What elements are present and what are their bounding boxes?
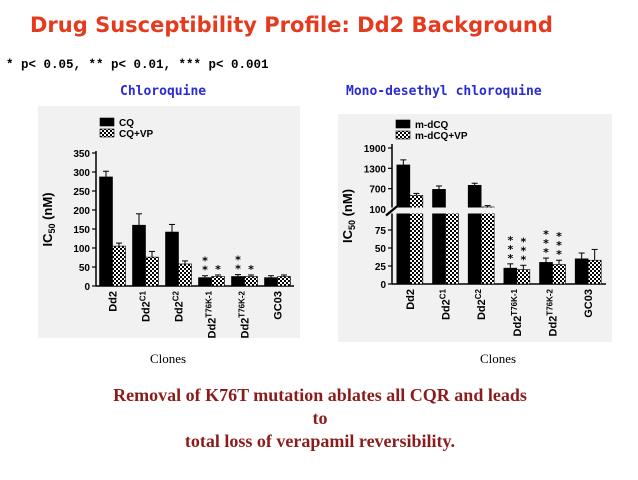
chloroquine-x-tick-label: GC03	[273, 291, 285, 320]
chloroquine-y-tick-label: 50	[79, 263, 91, 274]
slide-title: Drug Susceptibility Profile: Dd2 Backgro…	[30, 13, 553, 37]
chloroquine-significance-star: *	[202, 255, 208, 268]
chloroquine-bar	[165, 231, 179, 287]
chloroquine-bar	[198, 277, 212, 287]
mdcq-legend-swatch	[395, 130, 411, 140]
chloroquine-y-axis-label: IC50 (nM)	[40, 192, 57, 246]
mdcq-significance-star: *	[520, 244, 526, 257]
chloroquine-x-tick-label: Dd2T76K-1	[205, 290, 219, 338]
chloroquine-y-tick-label: 0	[84, 282, 90, 293]
mdcq-bar	[396, 164, 411, 285]
mdcq-y-tick-label: 700	[369, 185, 386, 196]
mdcq-significance-star: *	[543, 246, 549, 259]
mdcq-significance-star: *	[520, 235, 526, 248]
chloroquine-y-tick-label: 200	[73, 206, 90, 217]
mdcq-y-tick-label: 1300	[364, 164, 387, 175]
chloroquine-bar	[145, 256, 159, 287]
chloroquine-legend-label: CQ+VP	[119, 129, 154, 140]
conclusion-text: Removal of K76T mutation ablates all CQR…	[30, 384, 610, 453]
chloroquine-bar	[99, 176, 113, 287]
chloroquine-bar	[178, 263, 192, 287]
conclusion-line-1: Removal of K76T mutation ablates all CQR…	[113, 385, 527, 405]
chloroquine-significance-star: *	[215, 263, 221, 276]
mdcq-significance-star: *	[520, 253, 526, 266]
significance-note: * p< 0.05, ** p< 0.01, *** p< 0.001	[6, 58, 269, 72]
mdcq-legend-label: m-dCQ	[415, 120, 449, 131]
chloroquine-x-tick-label: Dd2C1	[139, 290, 153, 322]
mdcq-y-tick-label: 75	[375, 226, 387, 237]
mdcq-x-tick-label: Dd2T76K-1	[510, 288, 524, 336]
mdcq-significance-star: *	[556, 248, 562, 261]
chloroquine-x-tick-label: Dd2T76K-2	[238, 290, 252, 338]
mdcq-x-tick-label: Dd2C1	[439, 288, 453, 320]
conclusion-line-2: to	[312, 408, 328, 428]
chloroquine-significance-star: *	[235, 263, 241, 276]
mdcq-bar	[445, 211, 459, 285]
mdcq-bar	[480, 206, 495, 285]
mdcq-y-tick-label: 100	[369, 205, 386, 216]
mdcq-bar	[539, 262, 553, 285]
chloroquine-y-tick-label: 100	[73, 244, 90, 255]
chloroquine-chart-panel	[38, 106, 300, 338]
mdcq-bar	[516, 269, 531, 285]
chloroquine-y-tick-label: 250	[73, 187, 90, 198]
chloroquine-legend-swatch	[99, 117, 115, 127]
mdcq-significance-star: *	[556, 239, 562, 252]
mdcq-bar	[587, 259, 602, 285]
mdcq-significance-star: *	[556, 230, 562, 243]
mdcq-bar	[503, 267, 518, 285]
chloroquine-y-tick-label: 300	[73, 168, 90, 179]
mdcq-axis-break-gap	[386, 207, 608, 214]
mdcq-y-tick-label: 25	[375, 262, 387, 273]
chloroquine-bar	[277, 276, 291, 287]
chloroquine-y-tick-label: 150	[73, 225, 90, 236]
mdcq-y-axis-label: IC50 (nM)	[340, 189, 357, 243]
conclusion-line-3: total loss of verapamil reversibility.	[184, 431, 456, 451]
mdcq-significance-star: *	[507, 234, 513, 247]
chloroquine-significance-star: *	[248, 263, 254, 276]
mdcq-axis-break-mark	[385, 204, 399, 217]
mdcq-y-tick-label: 1900	[364, 144, 387, 155]
chloroquine-significance-star: *	[202, 264, 208, 277]
mdcq-chart: 0 25 50 75 100 700 1300 1900 IC50 (nM) m-dCQm-dCQ…	[340, 119, 608, 336]
mdcq-bar	[467, 184, 482, 285]
mdcq-y-tick-label: 0	[380, 280, 386, 291]
chloroquine-x-tick-label: Dd2	[108, 291, 120, 312]
chloroquine-legend-label: CQ	[119, 118, 134, 129]
chloroquine-bar	[211, 276, 225, 287]
chloroquine-legend-swatch	[99, 128, 115, 138]
mdcq-bar	[552, 264, 566, 285]
chloroquine-bar	[132, 224, 146, 287]
mdcq-x-tick-label: Dd2T76K-2	[546, 288, 560, 336]
mdcq-significance-star: *	[507, 252, 513, 265]
mdcq-x-tick-label: Dd2	[405, 289, 417, 310]
mdcq-significance-star: *	[543, 237, 549, 250]
mdcq-significance-star: *	[543, 228, 549, 241]
chloroquine-chart-title: Chloroquine	[120, 84, 207, 99]
chloroquine-x-tick-label: Dd2C2	[172, 290, 186, 322]
mdcq-significance-star: *	[507, 243, 513, 256]
chloroquine-y-tick-label: 350	[73, 149, 90, 160]
chloroquine-x-axis-label: Clones	[150, 351, 187, 366]
mdcq-x-tick-label: Dd2C2	[474, 288, 488, 320]
mdcq-legend-swatch	[395, 119, 411, 129]
mdcq-bar	[574, 258, 589, 285]
mdcq-x-axis-label: Clones	[480, 351, 517, 366]
chloroquine-significance-star: *	[235, 254, 241, 267]
chloroquine-bar	[112, 245, 126, 287]
mdcq-chart-title: Mono-desethyl chloroquine	[346, 84, 542, 99]
chloroquine-bar	[244, 276, 258, 287]
mdcq-bar	[432, 189, 446, 285]
mdcq-y-tick-label: 50	[375, 244, 387, 255]
chloroquine-bar	[231, 276, 245, 287]
chloroquine-bar	[264, 277, 278, 287]
mdcq-legend-label: m-dCQ+VP	[415, 131, 468, 142]
mdcq-x-tick-label: GC03	[583, 289, 595, 318]
